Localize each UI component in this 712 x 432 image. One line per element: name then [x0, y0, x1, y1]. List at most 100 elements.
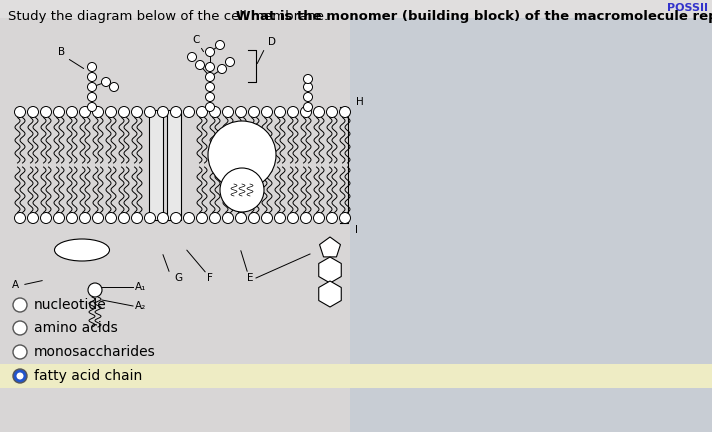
Circle shape	[13, 345, 27, 359]
Circle shape	[327, 107, 337, 118]
Circle shape	[132, 213, 142, 223]
Circle shape	[340, 213, 350, 223]
Circle shape	[88, 73, 97, 82]
Text: What is the monomer (building block) of the macromolecule represented by G?: What is the monomer (building block) of …	[236, 10, 712, 23]
Circle shape	[88, 83, 97, 92]
Circle shape	[66, 107, 78, 118]
Circle shape	[288, 107, 298, 118]
Circle shape	[261, 107, 273, 118]
Circle shape	[13, 321, 27, 335]
Text: B: B	[58, 47, 66, 57]
Text: E: E	[247, 273, 253, 283]
Bar	[167, 110, 181, 220]
Circle shape	[110, 83, 118, 92]
Circle shape	[170, 213, 182, 223]
Circle shape	[93, 213, 103, 223]
Polygon shape	[319, 257, 341, 283]
FancyBboxPatch shape	[0, 0, 712, 18]
Text: I: I	[355, 225, 357, 235]
Circle shape	[66, 213, 78, 223]
Circle shape	[184, 107, 194, 118]
Polygon shape	[319, 281, 341, 307]
Circle shape	[105, 213, 117, 223]
Circle shape	[206, 63, 214, 72]
Circle shape	[275, 213, 286, 223]
Circle shape	[105, 107, 117, 118]
Circle shape	[303, 102, 313, 111]
Circle shape	[88, 63, 97, 72]
Text: F: F	[207, 273, 213, 283]
Text: amino acids: amino acids	[34, 321, 117, 335]
Circle shape	[206, 102, 214, 111]
Circle shape	[209, 107, 221, 118]
Bar	[149, 110, 163, 220]
Circle shape	[13, 298, 27, 312]
Circle shape	[80, 213, 90, 223]
Circle shape	[88, 283, 102, 297]
Text: nucleotide: nucleotide	[34, 298, 107, 312]
Circle shape	[216, 41, 224, 50]
Circle shape	[340, 107, 350, 118]
Circle shape	[118, 107, 130, 118]
Circle shape	[275, 107, 286, 118]
Circle shape	[261, 213, 273, 223]
Circle shape	[197, 107, 207, 118]
Circle shape	[145, 107, 155, 118]
Text: Study the diagram below of the cell membrane.: Study the diagram below of the cell memb…	[8, 10, 333, 23]
FancyBboxPatch shape	[0, 364, 712, 388]
Circle shape	[220, 168, 264, 212]
Circle shape	[206, 48, 214, 57]
Circle shape	[14, 213, 26, 223]
Circle shape	[208, 121, 276, 189]
Circle shape	[300, 107, 312, 118]
Text: A: A	[11, 280, 19, 290]
Text: D: D	[268, 37, 276, 47]
Circle shape	[303, 74, 313, 83]
Circle shape	[303, 92, 313, 102]
Circle shape	[206, 92, 214, 102]
Text: H: H	[356, 97, 364, 107]
Circle shape	[88, 102, 97, 111]
Circle shape	[132, 107, 142, 118]
Circle shape	[197, 213, 207, 223]
FancyBboxPatch shape	[350, 0, 712, 432]
Circle shape	[226, 57, 234, 67]
Circle shape	[102, 77, 110, 86]
Circle shape	[222, 213, 234, 223]
Circle shape	[303, 83, 313, 92]
Text: A₂: A₂	[135, 301, 146, 311]
Circle shape	[53, 213, 65, 223]
Text: G: G	[174, 273, 182, 283]
Circle shape	[222, 107, 234, 118]
Text: A₁: A₁	[135, 282, 147, 292]
Circle shape	[170, 107, 182, 118]
Circle shape	[157, 107, 169, 118]
Circle shape	[80, 107, 90, 118]
Circle shape	[206, 83, 214, 92]
Circle shape	[248, 107, 259, 118]
Circle shape	[41, 107, 51, 118]
Circle shape	[41, 213, 51, 223]
Text: monosaccharides: monosaccharides	[34, 345, 156, 359]
Circle shape	[28, 107, 38, 118]
Polygon shape	[320, 237, 340, 257]
Circle shape	[300, 213, 312, 223]
Circle shape	[327, 213, 337, 223]
Circle shape	[157, 213, 169, 223]
Circle shape	[236, 107, 246, 118]
Circle shape	[13, 369, 27, 383]
Text: POSSII: POSSII	[667, 3, 708, 13]
Ellipse shape	[55, 239, 110, 261]
Circle shape	[236, 213, 246, 223]
Circle shape	[206, 73, 214, 82]
Text: C: C	[192, 35, 199, 45]
Circle shape	[14, 107, 26, 118]
Circle shape	[196, 60, 204, 70]
Circle shape	[53, 107, 65, 118]
Circle shape	[313, 213, 325, 223]
Circle shape	[145, 213, 155, 223]
Circle shape	[118, 213, 130, 223]
Circle shape	[184, 213, 194, 223]
Circle shape	[16, 372, 23, 379]
Circle shape	[93, 107, 103, 118]
